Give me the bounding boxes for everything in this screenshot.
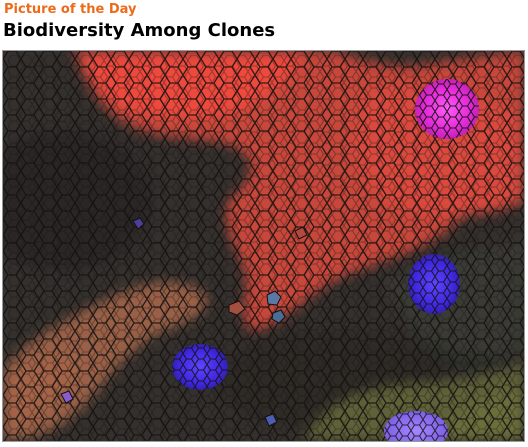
cell-mosaic-image: [3, 51, 524, 441]
blue-clone-right: [408, 254, 460, 314]
section-kicker: Picture of the Day: [4, 2, 137, 17]
magenta-clone: [415, 79, 479, 139]
featured-image: [2, 50, 525, 442]
blue-clone-left: [172, 344, 228, 390]
scattered-cells: [60, 217, 308, 427]
lavender-clone: [384, 411, 448, 441]
page-title: Biodiversity Among Clones: [3, 20, 276, 41]
